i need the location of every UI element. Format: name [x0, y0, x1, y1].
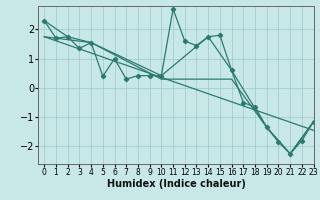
X-axis label: Humidex (Indice chaleur): Humidex (Indice chaleur)	[107, 179, 245, 189]
